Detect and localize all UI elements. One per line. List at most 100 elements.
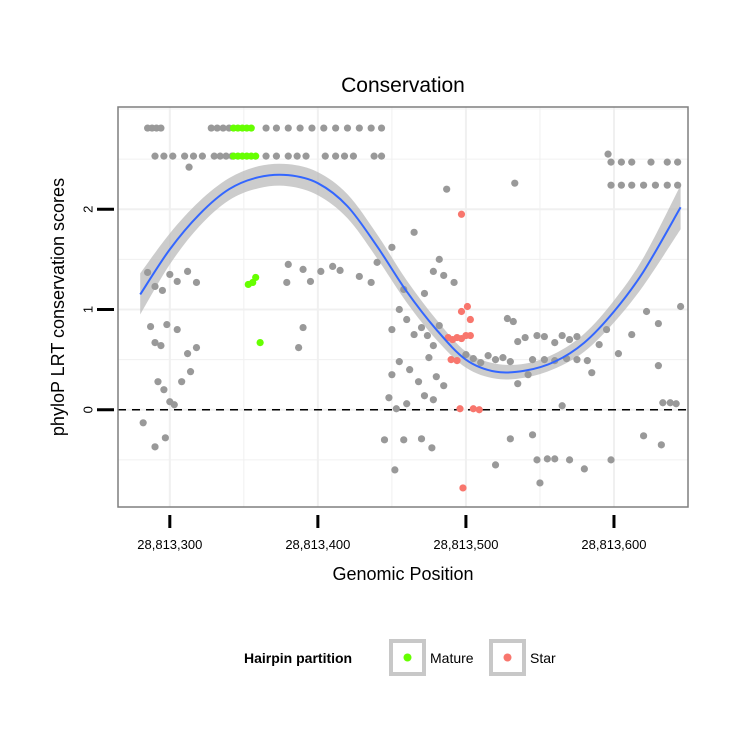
point-other [400,436,408,444]
x-axis-title: Genomic Position [332,564,473,584]
point-other [306,277,315,286]
point-mature [256,338,264,347]
point-other [183,350,192,358]
point-other [506,435,514,443]
point-other [477,359,485,367]
point-other [272,152,281,160]
point-other [355,272,363,281]
point-star [457,334,466,343]
point-mature [252,152,260,160]
point-other [647,158,655,166]
legend-dot-mature [403,653,412,662]
point-other [602,325,611,334]
point-other [178,378,186,386]
point-other [420,289,429,298]
point-other [423,331,432,340]
point-other [628,181,636,189]
point-other [573,332,581,341]
point-other [565,456,574,464]
point-other [406,366,414,374]
point-other [207,124,215,132]
point-other [151,338,159,347]
point-other [663,158,671,166]
x-tick-label: 28,813,500 [433,537,498,552]
point-other [262,124,270,132]
legend-label-star: Star [530,650,556,666]
point-star [459,484,467,492]
point-other [181,152,189,160]
point-other [420,392,429,400]
point-other [440,382,448,390]
legend-key-mature [389,639,426,676]
point-star [463,302,472,311]
point-other [469,355,477,363]
point-other [435,321,443,330]
point-other [410,228,418,236]
point-other [588,369,596,377]
point-other [385,394,393,402]
point-other [329,262,337,270]
x-tick-label: 28,813,400 [285,537,350,552]
legend-dot-star [503,653,512,662]
point-other [607,158,615,166]
legend-item-mature: Mature [389,639,474,676]
point-other [173,325,181,334]
point-other [388,243,396,251]
point-other [432,373,440,381]
point-other [580,465,588,473]
point-other [558,331,566,340]
point-other [388,371,396,379]
point-other [392,405,400,413]
point-other [672,400,680,408]
point-other [676,302,685,311]
point-other [299,265,307,274]
point-other [367,278,375,287]
point-other [417,435,426,443]
point-other [395,358,403,366]
point-other [222,152,230,160]
data-points [139,124,685,492]
point-other [158,286,167,295]
point-other [511,179,519,187]
point-other [343,124,352,132]
point-other [377,152,386,160]
point-other [139,419,147,427]
point-other [674,158,682,166]
point-other [503,314,511,323]
point-other [321,152,329,160]
point-other [533,456,541,464]
point-other [367,124,375,132]
point-other [521,333,529,342]
point-other [540,356,548,364]
y-tick-label: 1 [81,306,96,313]
point-other [654,362,662,370]
point-other [651,181,660,189]
axes: 28,813,300 28,813,400 28,813,500 28,813,600… [81,206,647,552]
point-star [466,315,474,324]
point-other [524,371,532,379]
point-other [157,124,165,132]
point-other [514,380,522,388]
point-other [558,402,566,410]
point-other [154,378,162,386]
point-other [388,325,396,334]
point-other [443,185,451,193]
smooth-fit-line [139,173,682,374]
panel-gridlines [118,107,689,507]
point-other [293,152,301,160]
point-mature [252,273,260,282]
point-other [583,357,591,365]
point-star [456,405,464,413]
point-other [186,368,195,376]
point-other [499,354,507,362]
point-other [299,323,307,332]
legend-item-star: Star [489,639,556,676]
point-star [466,331,474,340]
point-other [185,163,193,171]
point-other [284,124,292,132]
point-other [332,152,340,160]
legend: Hairpin partition Mature Star [244,639,556,676]
point-other [543,455,551,463]
point-star [457,307,466,316]
